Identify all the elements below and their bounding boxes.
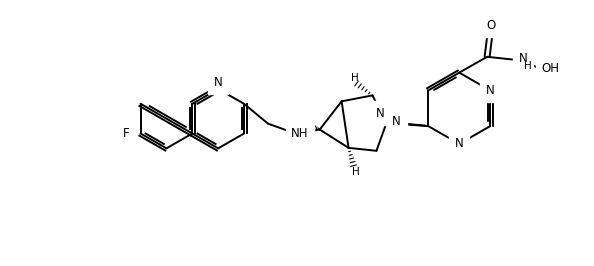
Text: N: N: [519, 52, 527, 65]
Text: O: O: [486, 19, 496, 32]
Text: N: N: [376, 107, 385, 120]
Text: H: H: [350, 73, 358, 82]
Text: N: N: [393, 115, 401, 128]
Text: N: N: [455, 137, 463, 150]
Text: N: N: [486, 84, 495, 97]
Text: F: F: [124, 127, 130, 140]
Text: N: N: [214, 76, 223, 89]
Text: OH: OH: [542, 62, 560, 75]
Text: H: H: [524, 61, 532, 71]
Text: H: H: [352, 167, 359, 177]
Text: NH: NH: [291, 127, 308, 140]
